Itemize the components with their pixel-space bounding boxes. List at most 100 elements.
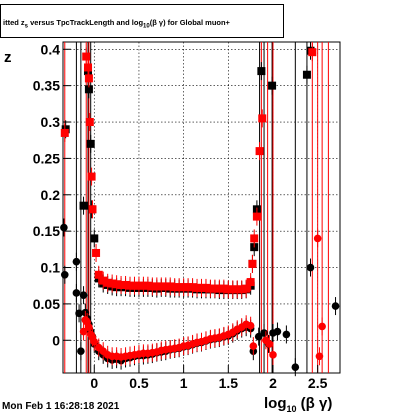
square-marker xyxy=(201,283,210,292)
square-marker xyxy=(130,281,139,290)
square-marker xyxy=(250,234,259,243)
x-tick-label: 2 xyxy=(269,375,277,391)
circle-marker xyxy=(282,330,291,339)
square-marker xyxy=(84,74,93,83)
circle-marker xyxy=(254,332,263,341)
circle-marker xyxy=(246,321,255,330)
circle-marker xyxy=(85,323,93,331)
y-tick-label: 0.15 xyxy=(33,223,60,239)
square-marker xyxy=(84,63,93,72)
circle-marker xyxy=(249,342,258,350)
circle-marker xyxy=(260,329,268,337)
square-marker xyxy=(112,280,121,289)
circle-marker xyxy=(265,340,274,348)
square-marker xyxy=(184,283,193,292)
square-marker xyxy=(210,284,219,293)
x-tick-label: 2.5 xyxy=(308,375,328,391)
square-marker xyxy=(233,285,242,294)
circle-marker xyxy=(77,347,85,355)
square-marker xyxy=(143,281,152,290)
square-marker xyxy=(179,283,188,292)
y-tick-label: 0.1 xyxy=(41,260,61,276)
x-tick-label: 1 xyxy=(180,375,188,391)
square-marker xyxy=(257,67,266,76)
y-tick-label: 0.4 xyxy=(41,41,61,57)
y-axis-title: z xyxy=(4,49,12,66)
y-tick-label: 0.25 xyxy=(33,150,60,166)
circle-marker xyxy=(72,289,81,297)
square-marker xyxy=(94,270,103,279)
circle-marker xyxy=(273,327,282,336)
square-marker xyxy=(99,276,108,285)
circle-marker xyxy=(291,363,300,371)
circle-marker xyxy=(79,327,88,336)
circle-marker xyxy=(331,302,340,310)
x-axis-title: log10 (β γ) xyxy=(264,395,332,414)
square-marker xyxy=(117,280,126,289)
axis-ticks: 0 0.5 1 1.5 2 2.5 0 0.05 0.1 0.15 0.2 0.25 0.3 0.35 0.… xyxy=(33,41,328,391)
square-marker xyxy=(161,282,170,291)
y-tick-label: 0.05 xyxy=(33,296,60,312)
square-marker xyxy=(152,282,161,291)
datestamp: Mon Feb 1 16:28:18 2021 xyxy=(2,401,120,412)
circle-marker xyxy=(313,234,322,243)
square-marker xyxy=(215,284,224,293)
square-marker xyxy=(84,85,93,94)
square-marker xyxy=(79,201,88,210)
square-marker xyxy=(255,147,264,156)
y-tick-label: 0 xyxy=(52,332,60,348)
square-marker xyxy=(82,52,91,61)
square-marker xyxy=(60,128,69,137)
square-marker xyxy=(206,284,215,293)
x-tick-label: 0.5 xyxy=(129,375,149,391)
square-marker xyxy=(175,283,184,292)
y-tick-label: 0.3 xyxy=(41,114,61,130)
y-tick-label: 0.2 xyxy=(41,187,61,203)
square-marker xyxy=(88,205,97,214)
chart-title: itted zs versus TpcTrackLength and log10… xyxy=(3,18,230,30)
circle-marker xyxy=(75,309,83,318)
y-tick-label: 0.35 xyxy=(33,78,60,94)
square-marker xyxy=(268,81,277,90)
circle-marker xyxy=(72,257,81,266)
circle-marker xyxy=(306,263,315,272)
square-marker xyxy=(170,283,179,292)
circle-marker xyxy=(90,337,99,346)
square-marker xyxy=(86,139,95,148)
circle-marker xyxy=(315,352,324,361)
square-marker xyxy=(248,259,257,268)
square-marker xyxy=(258,114,267,123)
square-marker xyxy=(166,282,175,291)
square-marker xyxy=(246,278,255,287)
square-marker xyxy=(87,172,96,181)
square-marker xyxy=(308,48,317,57)
x-tick-label: 0 xyxy=(90,375,98,391)
square-marker xyxy=(134,281,143,290)
title-box: itted zs versus TpcTrackLength and log10… xyxy=(0,4,284,38)
square-marker xyxy=(148,282,157,291)
square-marker xyxy=(197,283,206,292)
square-marker xyxy=(92,248,101,257)
square-marker xyxy=(139,281,148,290)
square-marker xyxy=(228,285,237,294)
plot-frame xyxy=(62,41,341,374)
square-marker xyxy=(302,70,311,79)
square-marker xyxy=(108,279,117,288)
square-marker xyxy=(157,282,166,291)
circle-marker xyxy=(318,322,326,331)
circle-marker xyxy=(79,291,88,299)
square-marker xyxy=(103,278,112,287)
square-marker xyxy=(242,284,251,293)
square-marker xyxy=(126,281,135,290)
circle-marker xyxy=(60,223,68,232)
square-marker xyxy=(121,280,130,289)
square-marker xyxy=(252,212,261,221)
data-points xyxy=(60,41,340,377)
square-marker xyxy=(224,285,233,294)
square-marker xyxy=(188,283,197,292)
circle-marker xyxy=(269,351,277,359)
square-marker xyxy=(219,284,228,293)
square-marker xyxy=(237,285,246,294)
x-tick-label: 1.5 xyxy=(219,375,239,391)
